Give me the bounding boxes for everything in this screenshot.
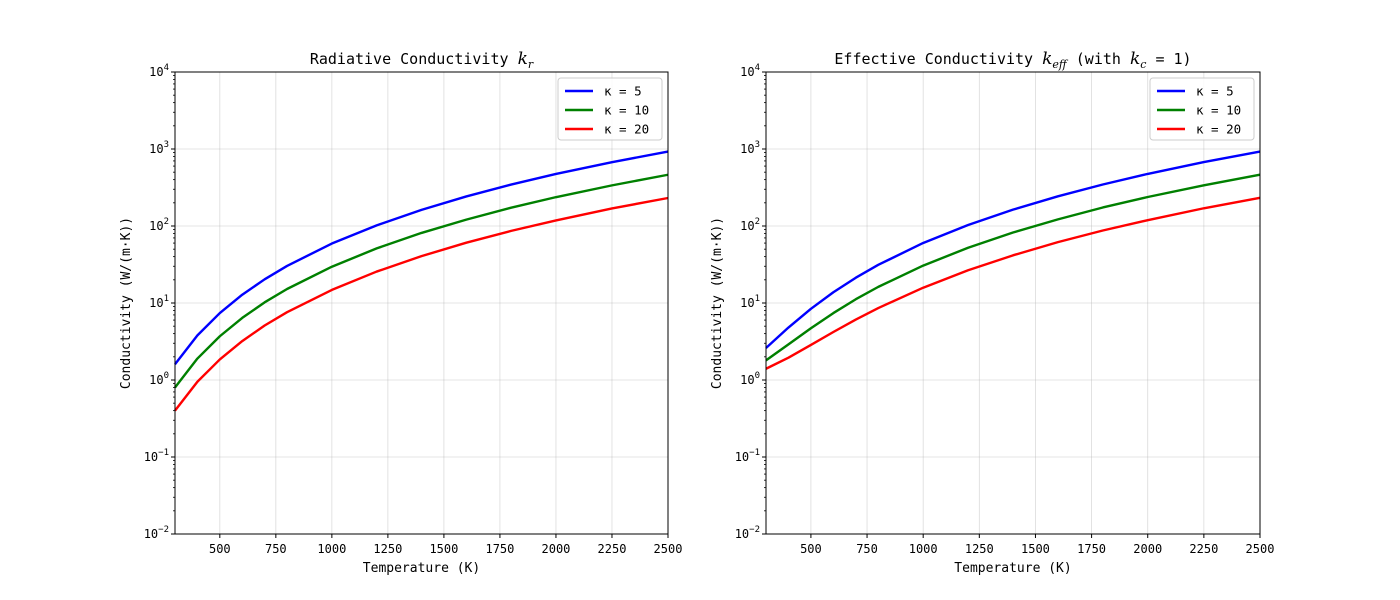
y-tick-label: 104 xyxy=(149,63,169,79)
chart-panel-1: 500 750 1000 1250 1500 1750 2000 2250 2500 10−2 10… xyxy=(119,49,682,576)
x-tick-label: 1500 xyxy=(1021,542,1050,556)
legend-label-3: κ = 20 xyxy=(604,122,649,137)
x-tick-label: 1250 xyxy=(965,542,994,556)
series-line-1 xyxy=(174,150,669,366)
x-tick-label: 2250 xyxy=(598,542,627,556)
legend-label-3: κ = 20 xyxy=(1196,122,1241,137)
y-tick-label: 10−2 xyxy=(144,525,169,541)
x-tick-label: 2250 xyxy=(1189,542,1218,556)
y-tick-label: 102 xyxy=(740,217,760,233)
y-tick-label: 101 xyxy=(740,294,760,310)
plot-area xyxy=(175,72,668,534)
series-line-3 xyxy=(174,196,669,412)
legend-label-1: κ = 5 xyxy=(1196,84,1234,99)
legend-box xyxy=(557,77,663,141)
x-tick-label: 2500 xyxy=(1246,542,1275,556)
legend-box xyxy=(1149,77,1255,141)
legend-label-2: κ = 10 xyxy=(1196,103,1241,118)
series-line-3 xyxy=(765,196,1261,370)
series-line-1 xyxy=(765,150,1261,349)
series-line-2 xyxy=(174,173,669,389)
x-tick-label: 750 xyxy=(265,542,287,556)
x-tick-label: 500 xyxy=(800,542,822,556)
y-tick-label: 104 xyxy=(740,63,760,79)
x-axis-label: Temperature (K) xyxy=(363,561,480,576)
x-tick-label: 1750 xyxy=(1077,542,1106,556)
x-tick-label: 1250 xyxy=(373,542,402,556)
y-tick-label: 100 xyxy=(740,371,760,387)
y-axis-label: Conductivity (W/(m·K)) xyxy=(710,217,725,389)
y-tick-label: 103 xyxy=(149,140,169,156)
y-tick-label: 10−1 xyxy=(735,448,760,464)
y-tick-label: 10−2 xyxy=(735,525,760,541)
x-tick-label: 1000 xyxy=(317,542,346,556)
legend-label-2: κ = 10 xyxy=(604,103,649,118)
y-tick-label: 103 xyxy=(740,140,760,156)
chart-panel-2: 500 750 1000 1250 1500 1750 2000 2250 2500 10−2 10… xyxy=(710,49,1274,576)
y-axis-label: Conductivity (W/(m·K)) xyxy=(119,217,134,389)
y-tick-label: 102 xyxy=(149,217,169,233)
x-tick-label: 1750 xyxy=(485,542,514,556)
y-tick-label: 10−1 xyxy=(144,448,169,464)
x-tick-label: 1500 xyxy=(429,542,458,556)
y-tick-label: 101 xyxy=(149,294,169,310)
y-tick-label: 100 xyxy=(149,371,169,387)
legend-label-1: κ = 5 xyxy=(604,84,642,99)
series-line-2 xyxy=(765,173,1261,362)
chart-title: Radiative Conductivity kr xyxy=(310,49,534,71)
x-tick-label: 500 xyxy=(209,542,231,556)
x-tick-label: 1000 xyxy=(909,542,938,556)
x-tick-label: 750 xyxy=(856,542,878,556)
x-axis-label: Temperature (K) xyxy=(954,561,1071,576)
chart-title: Effective Conductivity keff (with kc = 1… xyxy=(834,49,1191,71)
x-tick-label: 2500 xyxy=(654,542,683,556)
x-tick-label: 2000 xyxy=(542,542,571,556)
x-tick-label: 2000 xyxy=(1133,542,1162,556)
